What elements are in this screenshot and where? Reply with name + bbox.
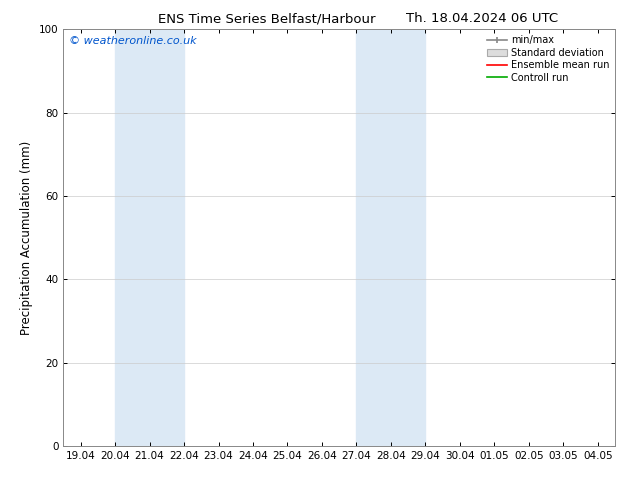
Text: © weatheronline.co.uk: © weatheronline.co.uk	[69, 36, 197, 46]
Text: Th. 18.04.2024 06 UTC: Th. 18.04.2024 06 UTC	[406, 12, 558, 25]
Bar	[356, 29, 425, 446]
Legend: min/max, Standard deviation, Ensemble mean run, Controll run: min/max, Standard deviation, Ensemble me…	[484, 32, 612, 85]
Text: ENS Time Series Belfast/Harbour: ENS Time Series Belfast/Harbour	[157, 12, 375, 25]
Y-axis label: Precipitation Accumulation (mm): Precipitation Accumulation (mm)	[20, 141, 34, 335]
Bar	[115, 29, 184, 446]
